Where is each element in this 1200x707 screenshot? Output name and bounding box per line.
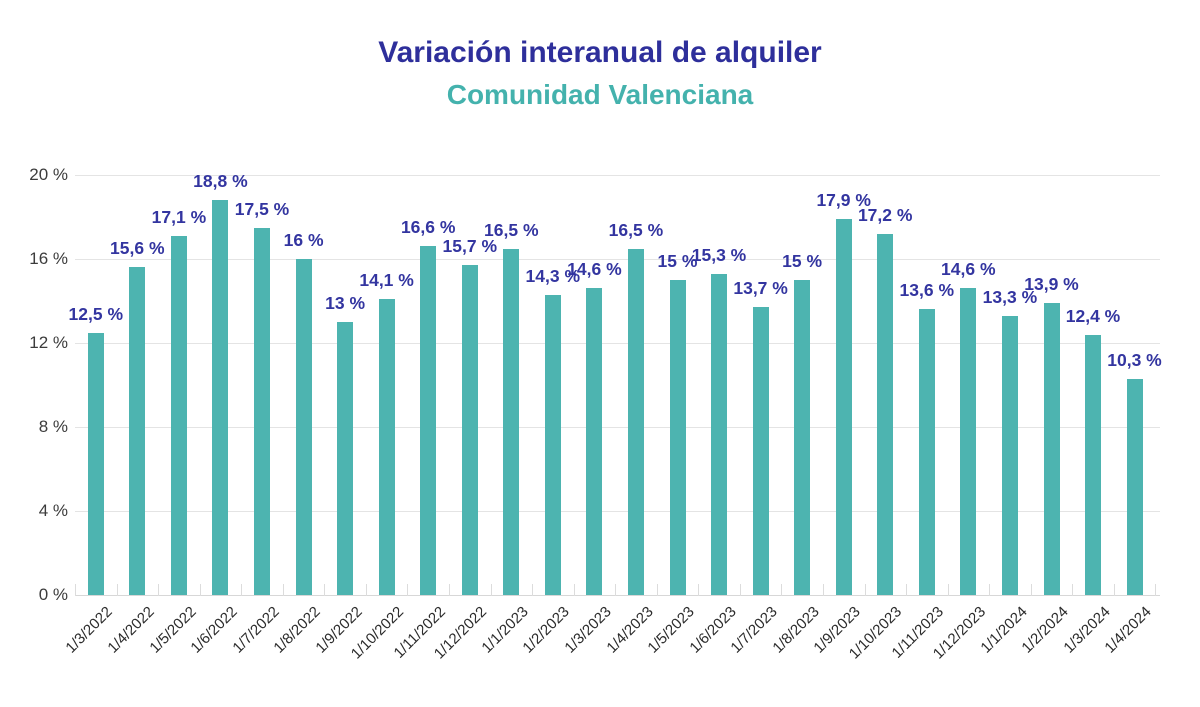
bar-value-label: 15,7 % — [442, 236, 498, 257]
bar — [337, 322, 354, 595]
bar-value-label: 16,5 % — [484, 219, 539, 240]
bar-value-label: 15,3 % — [691, 244, 747, 265]
gridline — [75, 175, 1160, 176]
x-axis-tick — [615, 584, 617, 596]
x-axis-tick — [781, 584, 783, 596]
bar-value-label: 16,5 % — [608, 219, 664, 240]
x-axis-tick — [116, 584, 118, 596]
bar-value-label: 13,6 % — [899, 280, 955, 301]
x-axis-tick — [1072, 584, 1074, 596]
bar-value-label: 14,6 % — [567, 259, 622, 280]
x-axis-tick — [1030, 584, 1032, 596]
bar — [794, 280, 811, 595]
x-axis-tick — [989, 584, 991, 596]
y-tick-label: 12 % — [29, 333, 68, 352]
bar — [835, 219, 852, 595]
gridline — [75, 343, 1160, 344]
x-axis-tick — [407, 584, 409, 596]
y-tick-label: 16 % — [29, 249, 68, 268]
x-axis-tick — [158, 584, 160, 596]
x-axis-tick — [532, 584, 534, 596]
bar — [254, 227, 270, 595]
bar-value-label: 17,1 % — [151, 206, 207, 227]
bar-value-label: 15 % — [782, 251, 823, 271]
x-axis-tick — [656, 584, 658, 596]
x-axis-tick — [490, 584, 492, 596]
x-axis-tick — [947, 584, 949, 596]
x-axis-tick — [822, 584, 824, 596]
x-axis-tick — [1155, 584, 1157, 596]
bar — [586, 288, 603, 595]
bar — [752, 307, 769, 595]
gridline — [75, 427, 1160, 428]
bar-value-label: 14,1 % — [359, 269, 414, 290]
bar-value-label: 13,3 % — [982, 286, 1038, 307]
bar — [461, 265, 478, 595]
x-axis-tick — [282, 584, 284, 596]
bar — [295, 259, 312, 595]
bar — [711, 273, 727, 595]
bar — [918, 309, 935, 595]
gridline — [75, 595, 1160, 596]
bar-value-label: 16,6 % — [400, 217, 456, 238]
bar — [503, 248, 520, 595]
x-axis-tick — [365, 584, 367, 596]
bar-value-label: 18,8 % — [193, 171, 248, 192]
bar-value-label: 14,3 % — [525, 265, 581, 286]
bar-value-label: 15,6 % — [110, 238, 165, 259]
bar — [627, 248, 644, 595]
bar — [129, 267, 146, 595]
bar — [212, 200, 229, 595]
bar — [378, 298, 395, 595]
y-tick-label: 0 % — [38, 585, 68, 604]
bar — [1001, 315, 1018, 595]
gridline — [75, 511, 1160, 512]
x-axis-tick — [573, 584, 575, 596]
bar-value-label: 13 % — [325, 293, 366, 313]
bar — [669, 280, 686, 595]
x-axis-tick — [698, 584, 700, 596]
bar — [1085, 334, 1101, 595]
bar — [544, 294, 561, 595]
bar — [420, 246, 437, 595]
x-axis-tick — [449, 584, 450, 596]
bar-value-label: 16 % — [283, 230, 324, 250]
x-axis-tick — [324, 584, 326, 596]
x-axis-tick — [906, 584, 907, 596]
x-axis-tick — [739, 584, 741, 596]
bar — [1126, 378, 1143, 595]
bar — [877, 233, 894, 595]
y-tick-label: 4 % — [38, 501, 68, 520]
bar-value-label: 12,5 % — [68, 303, 124, 324]
x-axis-tick — [199, 584, 201, 596]
x-axis-tick — [864, 584, 866, 596]
bar — [960, 288, 977, 595]
y-tick-label: 20 % — [29, 165, 68, 184]
bar-value-label: 12,4 % — [1065, 305, 1121, 326]
x-axis-tick — [75, 584, 76, 596]
chart-title: Variación interanual de alquiler — [378, 36, 822, 69]
bar-value-label: 17,9 % — [816, 190, 871, 211]
bar-value-label: 10,3 % — [1107, 349, 1162, 370]
bar-value-label: 13,7 % — [733, 278, 788, 299]
bar — [170, 235, 187, 595]
bar-value-label: 17,2 % — [857, 204, 913, 225]
bar-value-label: 17,5 % — [234, 198, 290, 219]
gridline — [75, 259, 1160, 260]
bar-value-label: 14,6 % — [941, 259, 996, 280]
bar — [1043, 303, 1060, 595]
chart-subtitle: Comunidad Valenciana — [446, 79, 754, 110]
bar-value-label: 15 % — [657, 251, 698, 271]
x-axis-tick — [1113, 584, 1115, 596]
y-tick-label: 8 % — [38, 417, 68, 436]
x-axis-tick — [241, 584, 243, 596]
bar — [87, 332, 104, 595]
bar-value-label: 13,9 % — [1024, 274, 1079, 295]
